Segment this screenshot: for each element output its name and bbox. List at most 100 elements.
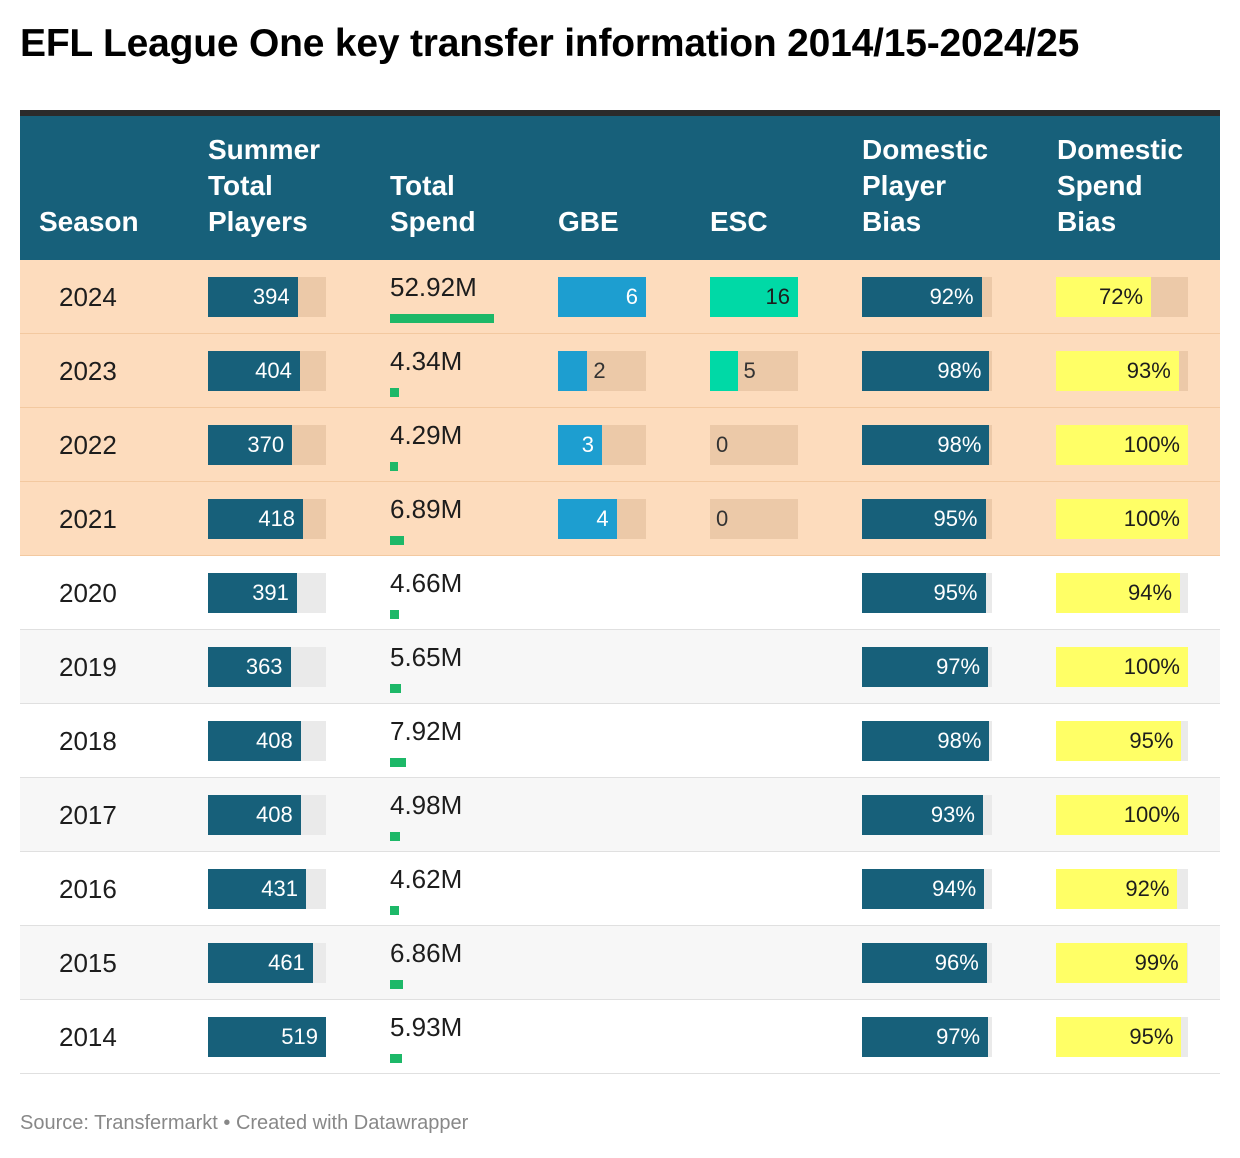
table-row: 2024 394 52.92M 6 16 92% 72% [20, 260, 1220, 334]
player-bias-label: 95% [933, 506, 978, 531]
gbe-bar [558, 425, 602, 465]
spend-bias-label: 99% [1134, 950, 1179, 975]
table-row: 2016 431 4.62M 94% 92% [20, 852, 1220, 926]
season-cell: 2015 [59, 948, 117, 978]
player-bias-bar [862, 721, 990, 761]
players-label: 394 [252, 284, 290, 309]
players-label: 431 [261, 876, 298, 901]
players-bar [208, 351, 300, 391]
table-body: 2024 394 52.92M 6 16 92% 72% 2023 404 4.34M 2 5 98% 9… [20, 260, 1220, 1074]
player-bias-bar [862, 647, 989, 687]
spend-bias-label: 94% [1128, 580, 1173, 605]
spend-bias-bar [1056, 943, 1187, 983]
player-bias-track: 97% [862, 1017, 992, 1057]
header-domestic-spend-bias: Domestic Spend Bias [1057, 132, 1183, 240]
season-cell: 2017 [59, 800, 117, 830]
table-row: 2017 408 4.98M 93% 100% [20, 778, 1220, 852]
table-row: 2018 408 7.92M 98% 95% [20, 704, 1220, 778]
season-cell: 2014 [59, 1022, 117, 1052]
esc-track: 5 [710, 351, 798, 391]
player-bias-track: 92% [862, 277, 992, 317]
player-bias-bar [862, 351, 990, 391]
spend-label: 5.65M [390, 642, 463, 672]
header-player-bias-line-3: Bias [862, 206, 922, 237]
player-bias-track: 97% [862, 647, 992, 687]
season-cell: 2019 [59, 652, 117, 682]
gbe-label: 3 [581, 432, 594, 457]
spend-bias-label: 95% [1129, 728, 1174, 753]
gbe-label: 2 [593, 358, 606, 383]
spend-bias-bar [1056, 647, 1188, 687]
player-bias-bar [862, 277, 982, 317]
season-cell: 2018 [59, 726, 117, 756]
player-bias-track: 95% [862, 573, 992, 613]
table-row: 2015 461 6.86M 96% 99% [20, 926, 1220, 1000]
spend-bias-label: 92% [1125, 876, 1170, 901]
players-bar [208, 277, 298, 317]
season-cell: 2022 [59, 430, 117, 460]
spend-bias-track: 100% [1056, 499, 1188, 539]
esc-track: 16 [710, 277, 798, 317]
header-domestic-player-bias: Domestic Player Bias [862, 132, 988, 240]
player-bias-label: 97% [936, 654, 981, 679]
gbe-label: 4 [596, 506, 609, 531]
gbe-track: 2 [558, 351, 646, 391]
players-label: 391 [252, 580, 289, 605]
header-spend-bias-line-3: Bias [1057, 206, 1117, 237]
table-row: 2020 391 4.66M 95% 94% [20, 556, 1220, 630]
spend-bias-bar [1056, 869, 1178, 909]
player-bias-label: 95% [933, 580, 978, 605]
spend-bias-track: 95% [1056, 721, 1188, 761]
players-bar [208, 499, 304, 539]
spend-bias-track: 93% [1056, 351, 1188, 391]
player-bias-bar [862, 425, 990, 465]
spend-label: 7.92M [390, 716, 463, 746]
header-spend-bias-line-2: Spend [1057, 170, 1143, 201]
spend-bias-track: 94% [1056, 573, 1188, 613]
players-label: 370 [247, 432, 285, 457]
esc-label: 16 [765, 284, 790, 309]
season-cell: 2024 [59, 282, 117, 312]
player-bias-label: 98% [937, 358, 982, 383]
players-track: 431 [208, 869, 326, 909]
player-bias-label: 98% [937, 432, 982, 457]
player-bias-label: 94% [932, 876, 977, 901]
players-label: 408 [256, 728, 293, 753]
table-header: Season Summer Total Players Total Spend … [20, 110, 1220, 260]
header-season: Season [39, 206, 139, 237]
spend-bias-label: 100% [1123, 654, 1180, 679]
spend-bar [390, 388, 399, 397]
player-bias-track: 98% [862, 721, 992, 761]
table-row: 2014 519 5.93M 97% 95% [20, 1000, 1220, 1074]
players-label: 404 [255, 358, 292, 383]
player-bias-track: 95% [862, 499, 992, 539]
spend-bias-bar [1056, 573, 1181, 613]
source-footer: Source: Transfermarkt • Created with Dat… [20, 1112, 469, 1134]
spend-bias-bar [1056, 499, 1188, 539]
players-bar [208, 943, 313, 983]
player-bias-label: 93% [930, 802, 975, 827]
gbe-bar [558, 351, 588, 391]
table-row: 2019 363 5.65M 97% 100% [20, 630, 1220, 704]
esc-track: 0 [710, 425, 798, 465]
players-label: 461 [268, 950, 305, 975]
spend-bar [390, 462, 399, 471]
players-bar [208, 647, 291, 687]
player-bias-label: 96% [934, 950, 979, 975]
spend-label: 6.89M [390, 494, 463, 524]
spend-bias-track: 100% [1056, 795, 1188, 835]
spend-label: 6.86M [390, 938, 463, 968]
players-track: 418 [208, 499, 326, 539]
spend-label: 4.66M [390, 568, 463, 598]
player-bias-bar [862, 943, 987, 983]
players-label: 363 [245, 654, 283, 679]
spend-bias-label: 93% [1126, 358, 1171, 383]
header-spend-line-1: Total [390, 170, 455, 201]
player-bias-track: 93% [862, 795, 992, 835]
spend-bias-track: 99% [1056, 943, 1188, 983]
header-players-line-1: Summer [208, 134, 321, 165]
spend-bias-label: 95% [1129, 1024, 1174, 1049]
player-bias-track: 94% [862, 869, 992, 909]
player-bias-bar [862, 1017, 989, 1057]
spend-bias-bar [1056, 795, 1188, 835]
